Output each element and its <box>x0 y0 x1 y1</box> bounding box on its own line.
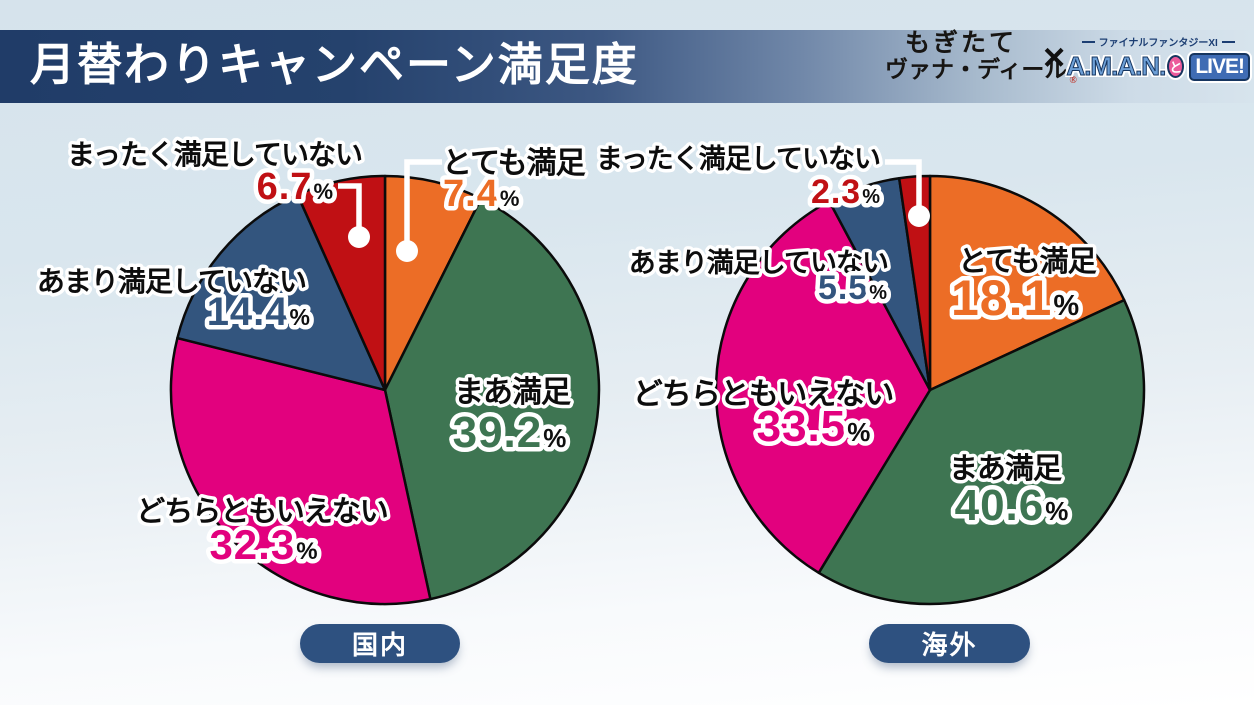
collab-cross-icon: × <box>1043 37 1066 79</box>
slice-value: 18.1% <box>951 270 1080 326</box>
aman-logo-main: A.M.A.N. と LIVE! <box>1066 51 1250 82</box>
slice-label: どちらともいえない <box>633 378 893 411</box>
aman-logo-banner: ファイナルファンタジーXI <box>1073 34 1243 49</box>
slice-value: 32.3% <box>209 521 318 568</box>
pie-slice <box>897 174 932 392</box>
callout-line <box>885 159 922 216</box>
slice-label: まあ満足 <box>454 376 571 409</box>
pie-slice <box>817 298 1146 606</box>
pie-slice <box>714 199 932 575</box>
callout-dot <box>396 240 418 262</box>
ffxi-banner-text: ファイナルファンタジーXI <box>1098 38 1218 49</box>
slice-value: 33.5% <box>757 402 872 451</box>
pie-slice <box>169 336 432 606</box>
slice-value: 2.3% <box>811 173 881 211</box>
aman-logo-live-text: LIVE! <box>1189 52 1250 81</box>
slice-label: どちらともいえない <box>136 495 387 528</box>
slice-label: あまり満足していない <box>629 248 888 278</box>
slice-label: まあ満足 <box>949 452 1062 485</box>
slice-value: 5.5% <box>818 269 888 307</box>
slice-label: まったく満足していない <box>67 139 362 170</box>
slice-label: とても満足 <box>958 245 1097 278</box>
badge-overseas: 海外 <box>869 624 1030 663</box>
slice-label: とても満足 <box>442 147 586 180</box>
slice-label: あまり満足していない <box>37 266 306 297</box>
slice-value: 39.2% <box>453 408 568 457</box>
banner-line-right <box>1221 40 1235 43</box>
mogitate-logo-line1: もぎたて <box>904 29 1017 57</box>
slice-value: 40.6% <box>955 481 1070 530</box>
pie-slice <box>383 197 601 601</box>
mogitate-logo-line2: ヴァナ・ディール ® <box>885 57 1077 86</box>
slice-value: 6.7% <box>257 166 334 208</box>
registered-mark-icon: ® <box>1069 75 1077 87</box>
aman-logo-aman-text: A.M.A.N. <box>1066 51 1167 82</box>
pie-slice <box>176 193 387 392</box>
slice-value: 14.4% <box>207 290 311 334</box>
header-logos: もぎたて ヴァナ・ディール ® × ファイナルファンタジーXI A.M.A.N. … <box>885 18 1250 98</box>
slice-label: まったく満足していない <box>596 144 880 174</box>
aman-logo-to-badge: と <box>1167 55 1185 78</box>
callout-line <box>338 183 362 237</box>
pie-slice <box>928 174 1126 392</box>
slice-value: 7.4% <box>443 173 520 215</box>
aman-live-logo: ファイナルファンタジーXI A.M.A.N. と LIVE! <box>1066 34 1250 82</box>
badge-domestic: 国内 <box>300 624 460 663</box>
callout-dot <box>348 226 370 248</box>
mogitate-vana-diel-logo: もぎたて ヴァナ・ディール ® <box>885 29 1077 87</box>
mogitate-logo-text: ヴァナ・ディール <box>885 57 1068 83</box>
title-bar: 月替わりキャンペーン満足度 <box>0 30 1254 103</box>
callout-line <box>404 159 442 251</box>
banner-line-left <box>1081 40 1095 43</box>
page-title: 月替わりキャンペーン満足度 <box>30 40 639 90</box>
callout-dot <box>908 205 930 227</box>
